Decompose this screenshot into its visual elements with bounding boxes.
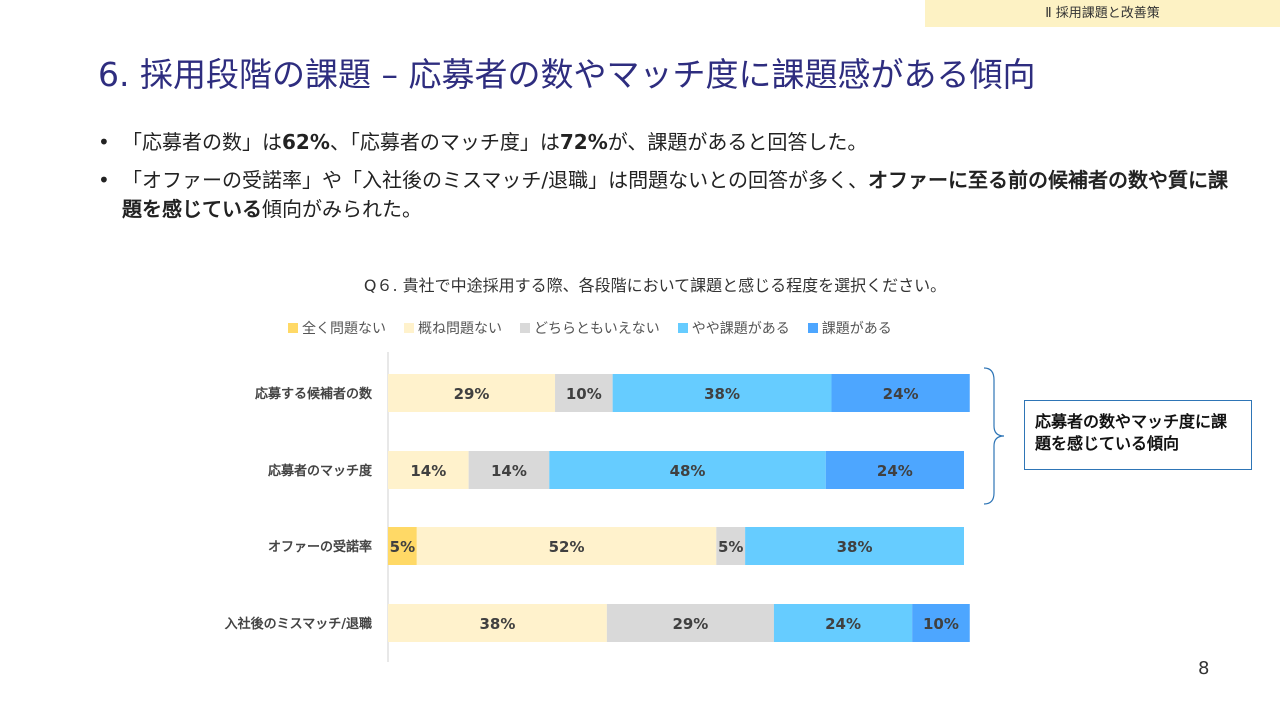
- data-label-3-2: 29%: [672, 615, 708, 633]
- callout-box: 応募者の数やマッチ度に課題を感じている傾向: [1024, 400, 1252, 470]
- bar-segment-2-0: [388, 527, 417, 565]
- data-label-0-2: 10%: [566, 385, 602, 403]
- legend-label-1: 概ね問題ない: [418, 321, 502, 337]
- data-label-3-3: 24%: [825, 615, 861, 633]
- legend-swatch-0: [288, 323, 298, 333]
- page-number: 8: [1198, 658, 1210, 679]
- bullet-1-value-applicants: 62%: [282, 130, 330, 154]
- bullet-2-emphasis: オファーに至る前の候補者の数や質に課題を感じている: [122, 168, 1228, 221]
- bar-segment-2-3: [745, 527, 964, 565]
- group-bracket: [983, 367, 1005, 505]
- summary-bullets: 「応募者の数」は62%、「応募者のマッチ度」は72%が、課題があると回答した。 …: [98, 128, 1238, 233]
- data-label-3-1: 38%: [479, 615, 515, 633]
- bar-segment-0-1: [388, 374, 556, 412]
- bullet-2-text-b: 傾向がみられた。: [262, 197, 422, 221]
- data-label-3-4: 10%: [923, 615, 959, 633]
- bullet-2: 「オファーの受諾率」や「入社後のミスマッチ/退職」は問題ないとの回答が多く、オフ…: [98, 166, 1238, 224]
- data-label-1-4: 24%: [877, 462, 913, 480]
- bar-segment-1-4: [825, 451, 964, 489]
- legend-item-3: やや課題がある: [677, 318, 790, 338]
- data-label-0-1: 29%: [454, 385, 490, 403]
- data-label-1-2: 14%: [491, 462, 527, 480]
- legend-label-4: 課題がある: [821, 321, 892, 337]
- bar-segment-1-3: [549, 451, 826, 489]
- data-label-0-4: 24%: [883, 385, 919, 403]
- data-label-1-3: 48%: [670, 462, 706, 480]
- bar-segment-2-2: [716, 527, 746, 565]
- bullet-1-value-match: 72%: [559, 130, 608, 154]
- stacked-bar-chart: 応募する候補者の数 29% 10% 38% 24% 応募者のマッチ度 14% 14% 48% 24…: [225, 352, 1005, 662]
- bar-segment-1-1: [388, 451, 469, 489]
- legend-swatch-2: [520, 323, 530, 333]
- category-label-3: 入社後のミスマッチ/退職: [225, 616, 372, 632]
- bar-segment-3-3: [773, 604, 913, 642]
- data-label-2-2: 5%: [718, 538, 743, 556]
- data-label-2-0: 5%: [390, 538, 415, 556]
- data-label-0-3: 38%: [704, 385, 740, 403]
- legend-item-2: どちらともいえない: [520, 318, 660, 338]
- bar-segment-3-4: [912, 604, 970, 642]
- data-label-2-1: 52%: [549, 538, 585, 556]
- legend-item-4: 課題がある: [807, 318, 892, 338]
- bar-segment-3-2: [606, 604, 774, 642]
- legend-swatch-1: [404, 323, 414, 333]
- legend-label-3: やや課題がある: [691, 321, 790, 337]
- chart-title: Q６. 貴社で中途採用する際、各段階において課題と感じる程度を選択ください。: [363, 276, 947, 295]
- category-label-0: 応募する候補者の数: [255, 386, 373, 402]
- chart-legend: 全く問題ない 概ね問題ない どちらともいえない やや課題がある 課題がある: [288, 318, 892, 338]
- category-label-1: 応募者のマッチ度: [268, 463, 373, 479]
- bar-segment-0-3: [612, 374, 832, 412]
- legend-item-0: 全く問題ない: [288, 318, 386, 338]
- legend-swatch-3: [677, 323, 688, 333]
- bullet-1-text-a: 「応募者の数」は: [122, 130, 282, 154]
- data-label-2-3: 38%: [837, 538, 873, 556]
- data-label-1-1: 14%: [410, 462, 446, 480]
- section-tag: Ⅱ 採用課題と改善策: [925, 0, 1280, 27]
- bullet-1: 「応募者の数」は62%、「応募者のマッチ度」は72%が、課題があると回答した。: [98, 128, 1238, 157]
- bullet-1-text-b: 、「応募者のマッチ度」は: [329, 130, 560, 154]
- legend-label-2: どちらともいえない: [534, 321, 660, 337]
- bar-segment-0-2: [555, 374, 613, 412]
- bullet-2-text-a: 「オファーの受諾率」や「入社後のミスマッチ/退職」は問題ないとの回答が多く、: [122, 168, 868, 192]
- bullet-1-text-c: が、課題があると回答した。: [607, 130, 868, 154]
- legend-swatch-4: [807, 323, 818, 333]
- bar-segment-2-1: [416, 527, 717, 565]
- legend-label-0: 全く問題ない: [302, 321, 386, 337]
- bar-segment-1-2: [468, 451, 550, 489]
- page-title: 6. 採用段階の課題 – 応募者の数やマッチ度に課題感がある傾向: [98, 55, 1036, 94]
- bar-segment-3-1: [388, 604, 607, 642]
- category-label-2: オファーの受諾率: [268, 539, 372, 555]
- bar-segment-0-4: [831, 374, 970, 412]
- legend-item-1: 概ね問題ない: [404, 318, 502, 338]
